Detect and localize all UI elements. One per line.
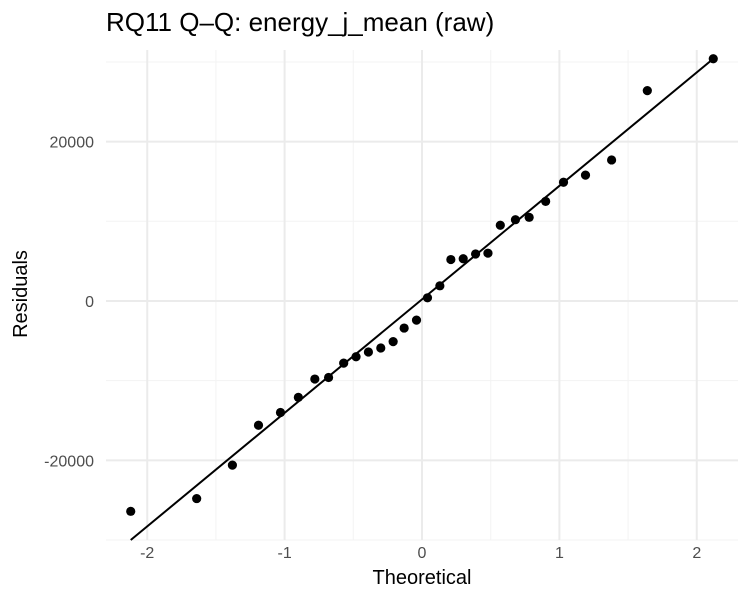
y-tick-label: 20000	[50, 135, 95, 152]
data-points	[126, 54, 718, 516]
data-point	[411, 315, 422, 325]
reference-line	[130, 57, 714, 541]
data-point	[339, 358, 349, 368]
data-point	[363, 347, 374, 357]
data-point	[495, 220, 505, 230]
data-point	[351, 352, 361, 362]
data-point	[293, 392, 303, 402]
data-point	[483, 248, 493, 258]
major-gridlines	[106, 50, 738, 540]
data-point	[458, 254, 468, 264]
data-point	[541, 196, 551, 206]
data-point	[446, 254, 456, 265]
data-point	[126, 506, 136, 516]
data-point	[580, 170, 591, 180]
data-point	[524, 212, 534, 222]
data-point	[310, 374, 320, 384]
y-tick-label: -20000	[44, 453, 94, 470]
data-point	[323, 372, 334, 383]
data-point	[708, 54, 718, 64]
data-point	[376, 343, 386, 353]
y-tick-label: 0	[85, 294, 94, 311]
data-point	[422, 293, 433, 303]
x-tick-label: 0	[418, 545, 427, 562]
chart-title: RQ11 Q–Q: energy_j_mean (raw)	[106, 7, 494, 37]
x-tick-label: 2	[692, 545, 701, 562]
y-axis-title: Residuals	[10, 250, 32, 338]
data-point	[388, 337, 398, 347]
data-point	[192, 493, 202, 504]
data-point	[227, 460, 237, 470]
data-point	[275, 407, 286, 418]
data-point	[510, 215, 521, 225]
x-tick-label: -2	[140, 545, 154, 562]
reference-line-group	[130, 57, 714, 541]
data-point	[642, 86, 652, 96]
x-tick-label: 1	[555, 545, 564, 562]
data-point	[435, 281, 445, 291]
data-point	[253, 420, 264, 430]
x-tick-label: -1	[277, 545, 291, 562]
y-axis-ticks: -20000 0 20000	[44, 135, 94, 471]
data-point	[558, 177, 569, 187]
x-axis-ticks: -2 -1 0 1 2	[140, 545, 701, 562]
data-point	[399, 323, 409, 333]
data-point	[470, 249, 481, 259]
x-axis-title: Theoretical	[373, 567, 472, 589]
data-point	[607, 155, 617, 165]
